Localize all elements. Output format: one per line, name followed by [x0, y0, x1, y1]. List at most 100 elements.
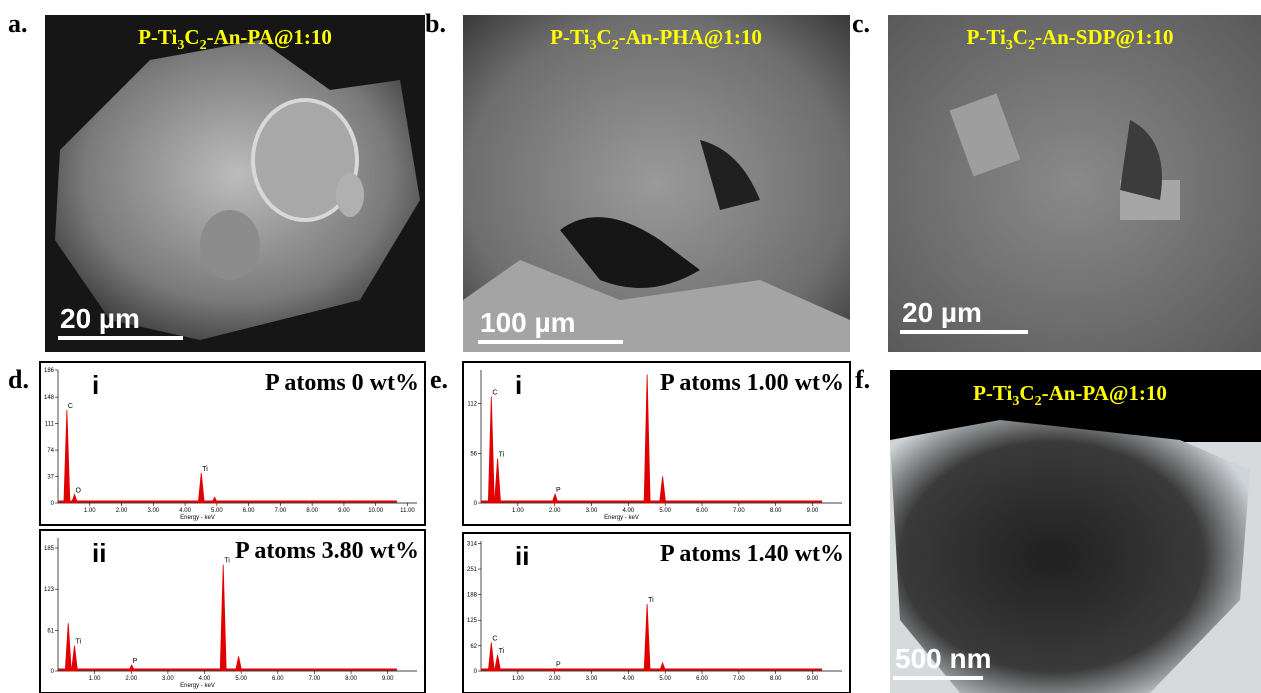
x-tick-label: 7.00	[733, 676, 745, 682]
x-tick-label: 8.00	[306, 508, 318, 514]
title-part: -An-SDP@1:10	[1035, 25, 1174, 49]
x-axis-label: Energy - keV	[604, 515, 639, 521]
p-content-label: P atoms 0 wt%	[265, 370, 419, 396]
title-part: C	[1013, 25, 1028, 49]
sem-image-a	[45, 15, 425, 352]
scale-bar-label: 20 µm	[902, 297, 982, 328]
x-tick-label: 1.00	[84, 508, 96, 514]
y-tick-label: 112	[467, 402, 477, 408]
y-tick-label: 251	[467, 567, 478, 573]
x-tick-label: 10.00	[368, 508, 384, 514]
p-content-label: P atoms 1.00 wt%	[660, 370, 844, 396]
y-tick-label: 123	[44, 587, 55, 593]
x-tick-label: 2.00	[116, 508, 128, 514]
title-part: P-Ti	[138, 25, 177, 49]
sem-image-b	[463, 15, 850, 352]
title-part: 3	[1012, 394, 1019, 409]
peak-label: Ti	[499, 452, 505, 459]
x-tick-label: 8.00	[345, 676, 357, 682]
panel-letter: f.	[855, 365, 870, 394]
y-tick-label: 314	[467, 541, 478, 547]
peak-label: O	[76, 487, 82, 494]
x-tick-label: 5.00	[659, 676, 671, 682]
x-tick-label: 3.00	[586, 508, 598, 514]
spectrum-index: ii	[515, 541, 529, 571]
title-part: -An-PA@1:10	[1042, 381, 1167, 405]
x-axis-label: Energy - keV	[180, 683, 215, 689]
title-part: P-Ti	[550, 25, 589, 49]
panel-letter: a.	[8, 9, 28, 38]
peak-label: P	[556, 487, 561, 494]
y-tick-label: 74	[47, 448, 54, 454]
x-tick-label: 5.00	[235, 676, 247, 682]
x-tick-label: 6.00	[272, 676, 284, 682]
panel-letter: d.	[8, 365, 29, 394]
x-tick-label: 9.00	[807, 676, 819, 682]
y-tick-label: 186	[44, 368, 55, 374]
peak-label: C	[492, 636, 497, 643]
title-part: -An-PHA@1:10	[619, 25, 762, 49]
panel-title: P-Ti3C2-An-SDP@1:10	[967, 25, 1174, 53]
y-tick-label: 56	[470, 451, 477, 457]
y-tick-label: 61	[47, 628, 54, 634]
title-part: 2	[1035, 394, 1042, 409]
x-tick-label: 11.00	[400, 508, 415, 514]
title-part: 2	[1028, 38, 1035, 53]
x-tick-label: 7.00	[309, 676, 321, 682]
x-tick-label: 1.00	[512, 676, 524, 682]
y-tick-label: 148	[44, 395, 55, 401]
y-tick-label: 188	[467, 593, 478, 599]
x-tick-label: 4.00	[623, 508, 635, 514]
scale-bar-label: 500 nm	[895, 643, 992, 674]
panel-letter: e.	[430, 365, 448, 394]
peak-label: P	[556, 662, 561, 669]
x-tick-label: 4.00	[199, 676, 211, 682]
x-tick-label: 1.00	[89, 676, 101, 682]
spectrum-index: i	[515, 370, 522, 400]
p-content-label: P atoms 1.40 wt%	[660, 541, 844, 567]
title-part: 2	[200, 38, 207, 53]
x-tick-label: 8.00	[770, 508, 782, 514]
x-tick-label: 5.00	[211, 508, 223, 514]
y-tick-label: 37	[47, 475, 54, 481]
x-tick-label: 4.00	[623, 676, 635, 682]
x-tick-label: 6.00	[696, 508, 708, 514]
x-tick-label: 4.00	[179, 508, 191, 514]
peak-label: P	[133, 658, 138, 665]
x-tick-label: 6.00	[243, 508, 255, 514]
x-axis-label: Energy - keV	[180, 515, 215, 521]
scale-bar-label: 20 µm	[60, 303, 140, 334]
title-part: 2	[612, 38, 619, 53]
panel-letter: c.	[852, 9, 870, 38]
title-part: 3	[177, 38, 184, 53]
panel-title: P-Ti3C2-An-PA@1:10	[973, 381, 1167, 409]
x-tick-label: 2.00	[125, 676, 137, 682]
scale-bar-label: 100 µm	[480, 307, 576, 338]
panel-letter: b.	[425, 9, 446, 38]
figure: a.P-Ti3C2-An-PA@1:1020 µmb.P-Ti3C2-An-PH…	[0, 0, 1261, 693]
x-tick-label: 9.00	[338, 508, 350, 514]
x-tick-label: 5.00	[659, 508, 671, 514]
x-tick-label: 9.00	[382, 676, 394, 682]
x-tick-label: 3.00	[147, 508, 159, 514]
title-part: 3	[589, 38, 596, 53]
title-part: C	[596, 25, 611, 49]
x-tick-label: 2.00	[549, 676, 561, 682]
peak-label: Ti	[75, 639, 81, 646]
panel-title: P-Ti3C2-An-PA@1:10	[138, 25, 332, 53]
x-tick-label: 7.00	[733, 508, 745, 514]
x-tick-label: 1.00	[512, 508, 524, 514]
x-tick-label: 6.00	[696, 676, 708, 682]
title-part: P-Ti	[973, 381, 1012, 405]
peak-label: Ti	[202, 466, 208, 473]
peak-label: Ti	[224, 558, 230, 565]
y-tick-label: 62	[470, 644, 477, 650]
peak-label: C	[68, 403, 73, 410]
title-part: -An-PA@1:10	[207, 25, 332, 49]
spectrum-index: ii	[92, 538, 106, 568]
title-part: P-Ti	[967, 25, 1006, 49]
y-tick-label: 111	[45, 422, 55, 428]
x-tick-label: 8.00	[770, 676, 782, 682]
p-content-label: P atoms 3.80 wt%	[235, 538, 419, 564]
peak-label: Ti	[648, 597, 654, 604]
